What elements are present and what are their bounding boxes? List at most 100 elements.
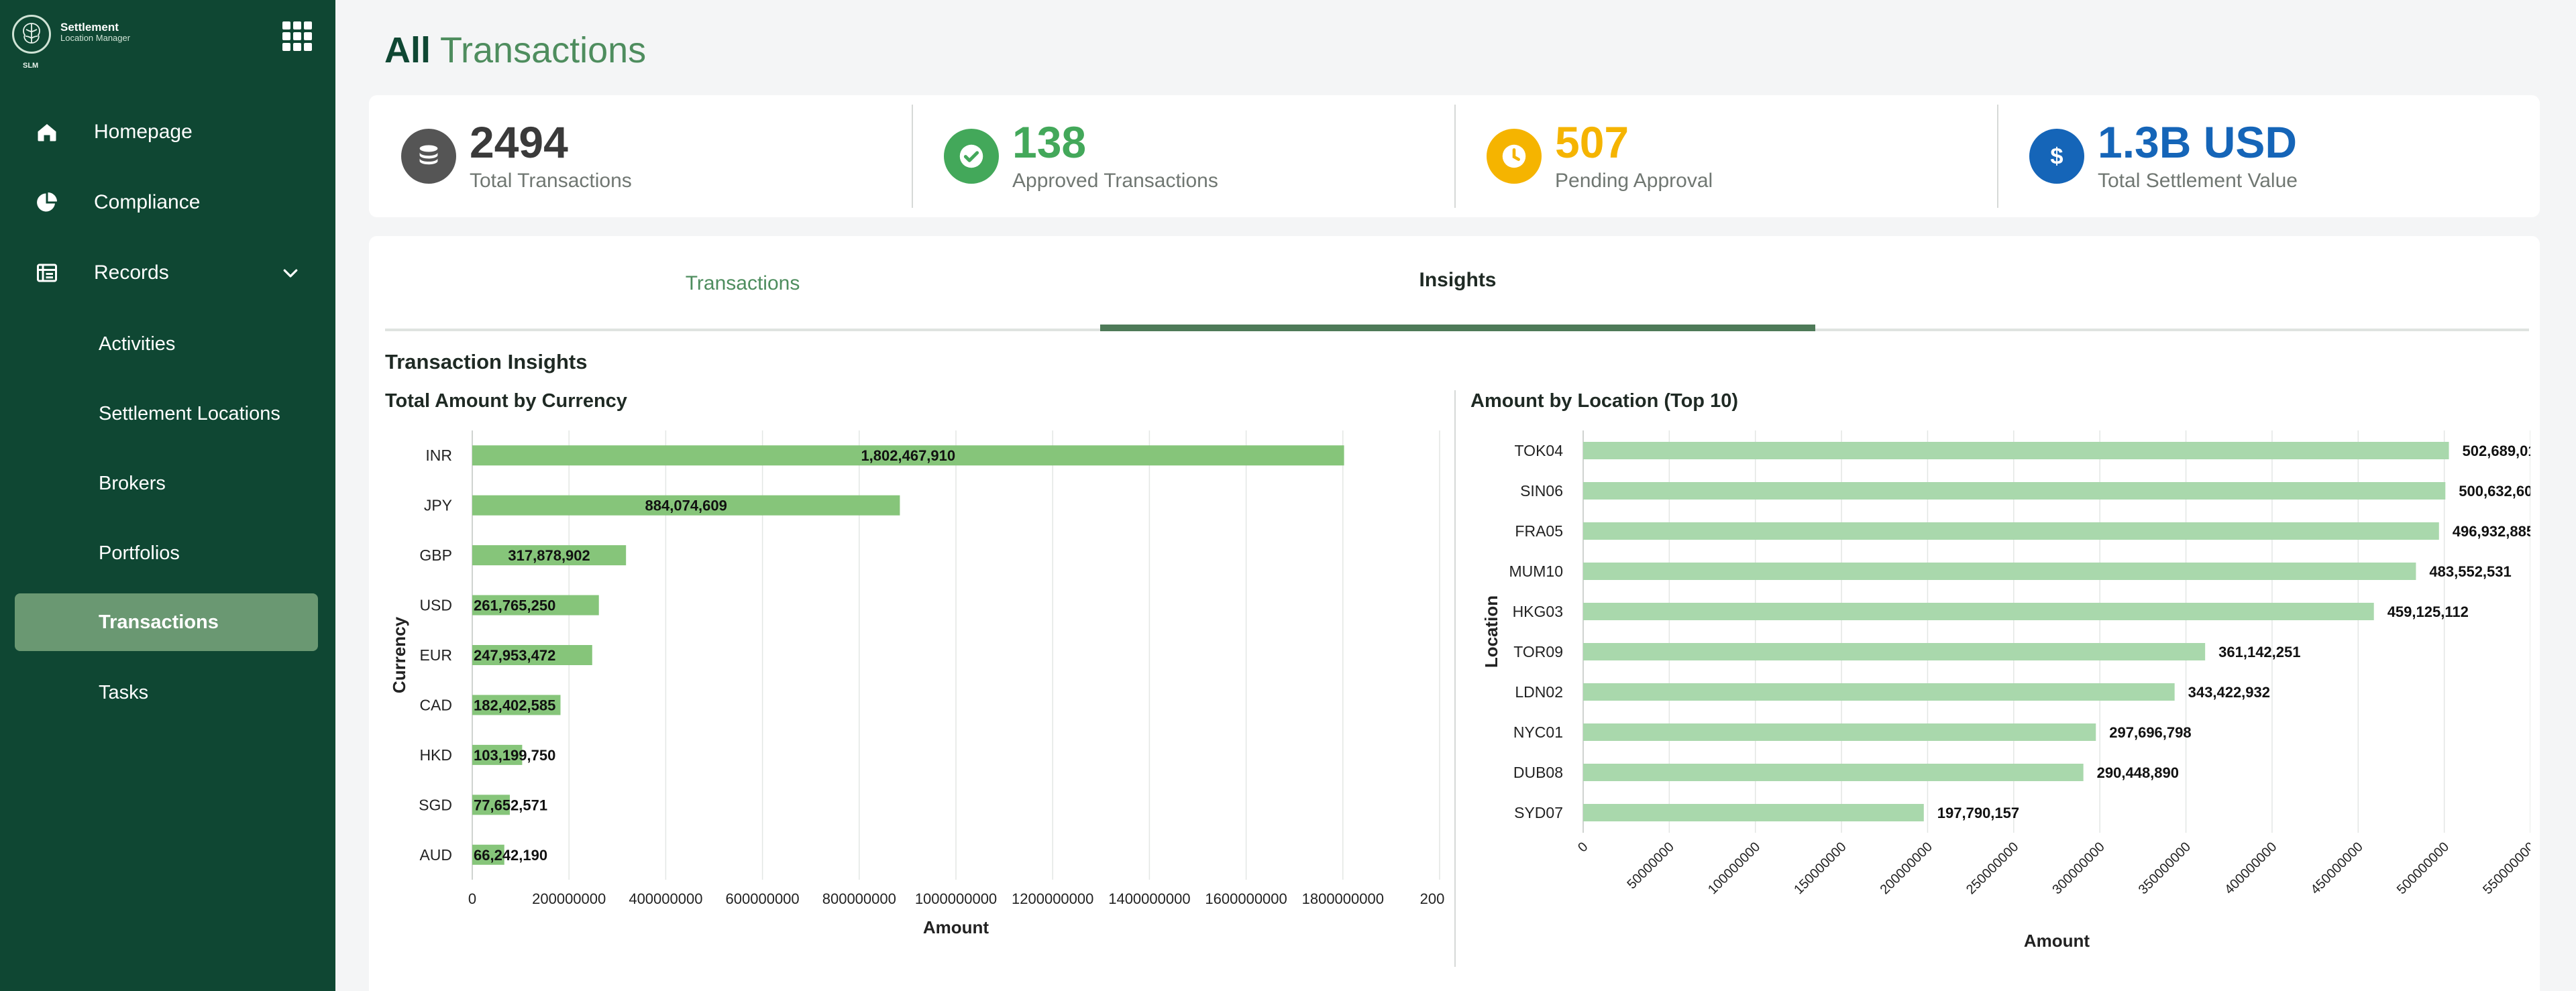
x-tick-label: 1200000000 [1012, 890, 1093, 907]
nav-tasks[interactable]: Tasks [99, 681, 149, 703]
bar [1583, 603, 2374, 620]
bar-data-label: 261,765,250 [474, 597, 555, 614]
apps-grid-icon[interactable] [282, 21, 312, 51]
x-tick-label: 100000000 [1705, 839, 1763, 897]
y-tick-label: HKD [419, 746, 452, 764]
stat-value: 1.3B USD [2098, 117, 2298, 167]
nav-settlement-locations[interactable]: Settlement Locations [99, 402, 280, 424]
x-tick-label: 550000000 [2480, 839, 2530, 897]
stat-value: 138 [1012, 117, 1087, 167]
bar-data-label: 182,402,585 [474, 697, 555, 713]
nav-brokers[interactable]: Brokers [99, 472, 166, 494]
x-axis-title: Amount [2024, 931, 2090, 951]
x-tick-label: 450000000 [2308, 839, 2365, 897]
page-title: All Transactions [384, 30, 646, 71]
y-tick-label: GBP [419, 546, 452, 564]
bar [1583, 563, 2416, 580]
sidebar: SLM Settlement Location Manager Homepage… [0, 0, 335, 991]
tab-bar: Transactions Insights [385, 236, 2529, 331]
stat-approved-transactions: 138 Approved Transactions [912, 95, 1454, 217]
x-axis-title: Amount [923, 917, 989, 937]
y-tick-label: JPY [424, 497, 452, 514]
y-tick-label: NYC01 [1513, 723, 1563, 741]
nav-activities[interactable]: Activities [99, 333, 176, 355]
x-tick-label: 1400000000 [1108, 890, 1190, 907]
bar-data-label: 884,074,609 [645, 498, 727, 514]
stat-label: Pending Approval [1555, 170, 1713, 192]
bar-data-label: 247,953,472 [474, 647, 555, 664]
y-tick-label: TOK04 [1515, 442, 1564, 459]
bar [1583, 442, 2449, 459]
bar-data-label: 197,790,157 [1937, 805, 2019, 821]
brand-title: Settlement [60, 21, 119, 34]
chart-title: Amount by Location (Top 10) [1470, 390, 1738, 412]
y-tick-label: SGD [419, 796, 452, 813]
stat-label: Total Transactions [470, 170, 632, 192]
bar [1583, 723, 2096, 741]
brand-abbr: SLM [23, 62, 39, 70]
nav-records[interactable]: Records [15, 244, 318, 302]
stat-pending-approval: 507 Pending Approval [1454, 95, 1997, 217]
stat-label: Total Settlement Value [2098, 170, 2298, 192]
nav-portfolios[interactable]: Portfolios [99, 542, 180, 564]
pie-chart-icon [34, 189, 60, 216]
y-tick-label: AUD [419, 846, 452, 864]
bar-data-label: 1,802,467,910 [861, 447, 955, 464]
bar [472, 595, 599, 616]
y-tick-label: FRA05 [1515, 522, 1563, 540]
home-icon [34, 119, 60, 145]
bar-data-label: 483,552,531 [2429, 563, 2511, 580]
x-tick-label: 1800000000 [1302, 890, 1384, 907]
bar [472, 645, 592, 665]
y-tick-label: CAD [419, 696, 452, 713]
nav-compliance-label: Compliance [94, 191, 201, 213]
tab-transactions[interactable]: Transactions [685, 272, 800, 294]
y-tick-label: MUM10 [1509, 563, 1563, 580]
tab-insights[interactable]: Insights [1100, 236, 1815, 331]
x-tick-label: 250000000 [1964, 839, 2021, 897]
nav-compliance[interactable]: Compliance [15, 174, 318, 231]
bar [1583, 643, 2206, 660]
y-tick-label: EUR [419, 646, 452, 664]
bar-data-label: 361,142,251 [2218, 644, 2300, 660]
x-tick-label: 0 [1575, 839, 1591, 855]
nav-homepage-label: Homepage [94, 121, 193, 143]
bar [472, 445, 1344, 466]
bar-data-label: 459,125,112 [2387, 603, 2469, 620]
bar [472, 695, 561, 715]
location-chart-svg: 0 50000000 100000000 150000000 200000000 2500… [1481, 430, 2530, 951]
y-tick-label: DUB08 [1513, 764, 1563, 781]
x-tick-label: 200… [1420, 890, 1445, 907]
y-tick-label: SYD07 [1514, 804, 1563, 821]
bar [1583, 764, 2084, 781]
bar-data-label: 297,696,798 [2109, 724, 2191, 741]
brand[interactable]: SLM Settlement Location Manager [12, 15, 130, 70]
nav-records-label: Records [94, 261, 169, 284]
chevron-down-icon[interactable] [280, 263, 301, 283]
dollar-icon: $ [2029, 129, 2084, 184]
bar [1583, 522, 2439, 540]
x-tick-label: 350000000 [2136, 839, 2194, 897]
y-axis-title: Location [1481, 595, 1501, 668]
x-tick-label: 300000000 [2049, 839, 2107, 897]
clock-icon [1487, 129, 1542, 184]
insights-panel: Transactions Insights Transaction Insigh… [369, 236, 2540, 991]
page-title-rest: Transactions [440, 30, 647, 70]
bar-data-label: 496,932,885 [2453, 523, 2530, 540]
x-tick-label: 0 [468, 890, 476, 907]
x-tick-label: 200000000 [532, 890, 606, 907]
x-tick-label: 1000000000 [915, 890, 997, 907]
x-tick-label: 1600000000 [1205, 890, 1287, 907]
check-circle-icon [944, 129, 999, 184]
y-tick-label: SIN06 [1520, 482, 1563, 500]
bar-data-label: 502,689,012 [2463, 443, 2530, 459]
bar [1583, 683, 2175, 701]
x-tick-label: 400000000 [2222, 839, 2279, 897]
y-tick-label: USD [419, 597, 452, 614]
nav-homepage[interactable]: Homepage [15, 103, 318, 161]
bar-data-label: 66,242,190 [474, 847, 547, 864]
stat-value: 507 [1555, 117, 1629, 167]
stat-value: 2494 [470, 117, 568, 167]
nav-transactions[interactable]: Transactions [15, 593, 318, 651]
brain-logo-icon [12, 15, 51, 54]
